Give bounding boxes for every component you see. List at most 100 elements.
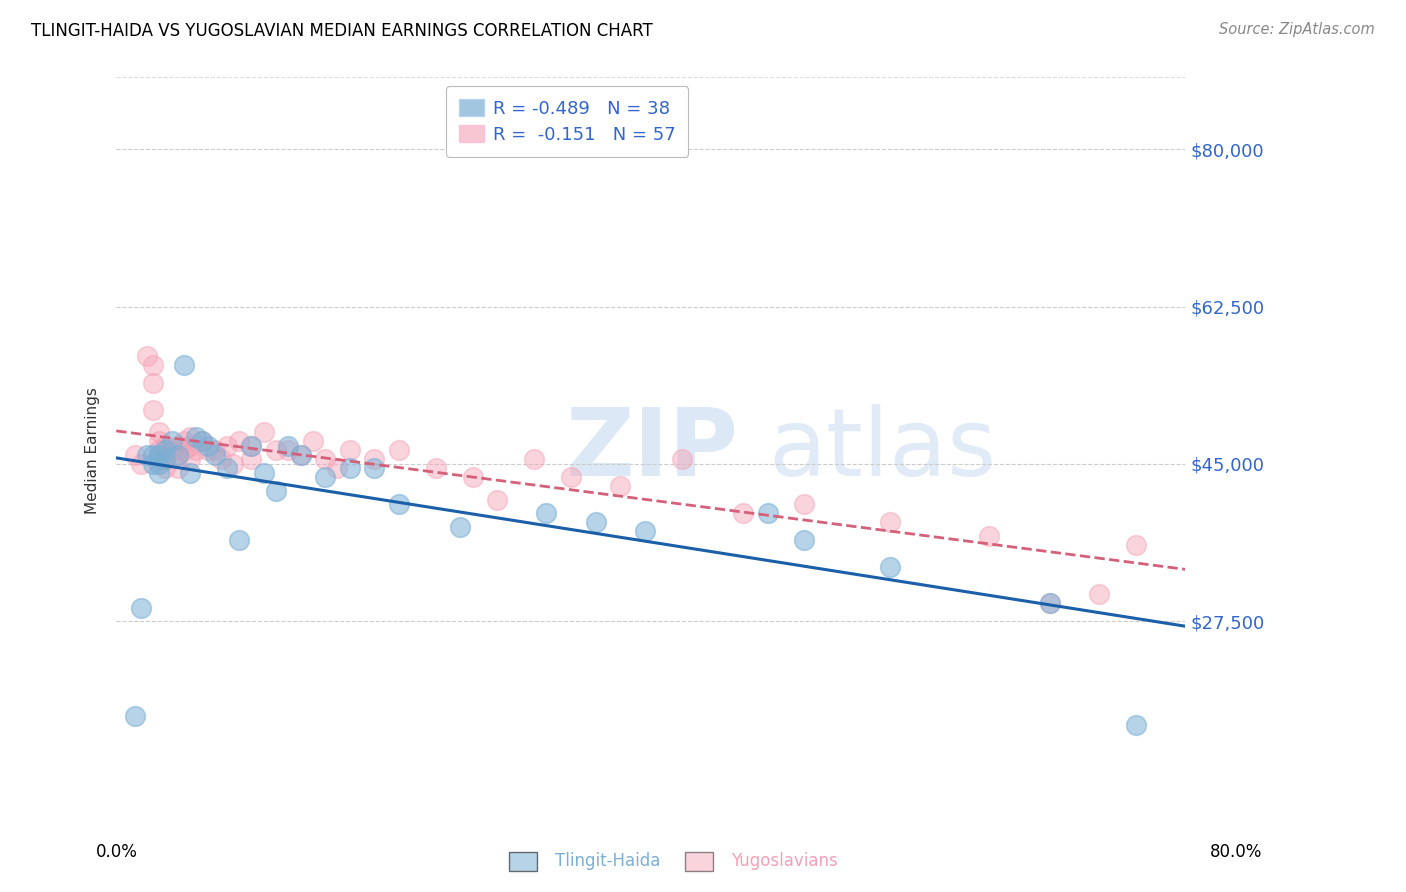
Text: Source: ZipAtlas.com: Source: ZipAtlas.com	[1219, 22, 1375, 37]
Point	[148, 443, 170, 458]
Point	[166, 439, 188, 453]
Text: 0.0%: 0.0%	[96, 843, 138, 861]
Point	[290, 448, 312, 462]
Point	[148, 466, 170, 480]
Point	[148, 425, 170, 440]
Point	[148, 434, 170, 449]
Point	[191, 434, 214, 449]
Point	[179, 466, 201, 480]
Point	[302, 434, 325, 449]
Point	[204, 448, 226, 462]
Point	[793, 497, 815, 511]
Point	[142, 457, 165, 471]
Point	[264, 483, 287, 498]
Point	[160, 434, 183, 449]
Point	[585, 516, 607, 530]
Point	[209, 452, 232, 467]
Point	[186, 443, 208, 458]
Point	[1088, 587, 1111, 601]
Point	[129, 457, 152, 471]
Point	[1125, 717, 1147, 731]
Point	[240, 439, 263, 453]
Point	[560, 470, 582, 484]
Point	[142, 376, 165, 390]
Point	[204, 443, 226, 458]
Point	[339, 443, 361, 458]
Point	[179, 430, 201, 444]
Point	[142, 403, 165, 417]
Text: ZIP: ZIP	[565, 404, 738, 497]
Point	[173, 358, 195, 372]
Point	[179, 452, 201, 467]
Point	[277, 443, 299, 458]
Legend: R = -0.489   N = 38, R =  -0.151   N = 57: R = -0.489 N = 38, R = -0.151 N = 57	[446, 87, 689, 157]
Point	[173, 443, 195, 458]
Point	[240, 439, 263, 453]
Point	[173, 434, 195, 449]
Text: 80.0%: 80.0%	[1211, 843, 1263, 861]
Point	[977, 529, 1000, 543]
Point	[425, 461, 447, 475]
Point	[363, 461, 385, 475]
Point	[253, 466, 276, 480]
Point	[536, 507, 558, 521]
Point	[136, 349, 159, 363]
Point	[461, 470, 484, 484]
Point	[277, 439, 299, 453]
Point	[314, 452, 336, 467]
Point	[486, 492, 509, 507]
Point	[142, 448, 165, 462]
Point	[634, 524, 657, 539]
Point	[228, 434, 250, 449]
Point	[166, 448, 188, 462]
Point	[215, 439, 238, 453]
Point	[215, 461, 238, 475]
Point	[124, 448, 146, 462]
Point	[756, 507, 779, 521]
Text: TLINGIT-HAIDA VS YUGOSLAVIAN MEDIAN EARNINGS CORRELATION CHART: TLINGIT-HAIDA VS YUGOSLAVIAN MEDIAN EARN…	[31, 22, 652, 40]
Point	[129, 600, 152, 615]
Point	[197, 443, 219, 458]
Point	[290, 448, 312, 462]
Point	[879, 560, 901, 574]
Point	[609, 479, 631, 493]
Point	[166, 448, 188, 462]
Point	[339, 461, 361, 475]
Point	[148, 457, 170, 471]
Point	[197, 439, 219, 453]
Y-axis label: Median Earnings: Median Earnings	[86, 387, 100, 514]
Point	[1039, 596, 1062, 610]
Point	[155, 452, 177, 467]
Point	[124, 708, 146, 723]
Point	[155, 439, 177, 453]
Point	[136, 448, 159, 462]
Point	[793, 533, 815, 548]
Point	[155, 443, 177, 458]
Point	[1125, 538, 1147, 552]
Point	[148, 452, 170, 467]
Point	[671, 452, 693, 467]
Point	[222, 457, 245, 471]
Point	[191, 434, 214, 449]
Point	[160, 443, 183, 458]
Point	[523, 452, 546, 467]
Point	[155, 443, 177, 458]
Point	[388, 497, 411, 511]
Text: Yugoslavians: Yugoslavians	[731, 852, 838, 870]
Point	[388, 443, 411, 458]
Text: atlas: atlas	[769, 404, 997, 497]
Point	[148, 448, 170, 462]
Point	[1039, 596, 1062, 610]
Text: Tlingit-Haida: Tlingit-Haida	[555, 852, 661, 870]
Point	[155, 452, 177, 467]
Point	[179, 439, 201, 453]
Point	[264, 443, 287, 458]
Point	[228, 533, 250, 548]
Point	[731, 507, 754, 521]
Point	[142, 358, 165, 372]
Point	[314, 470, 336, 484]
Point	[240, 452, 263, 467]
Point	[449, 520, 471, 534]
Point	[326, 461, 349, 475]
Point	[253, 425, 276, 440]
